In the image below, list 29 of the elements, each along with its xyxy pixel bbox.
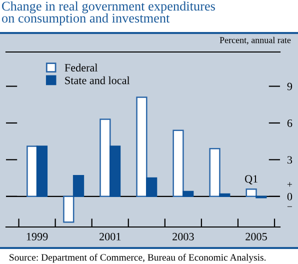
source-note: Source: Department of Commerce, Bureau of Economic Analysis. xyxy=(10,254,266,263)
x-tick-label: 2001 xyxy=(99,232,121,240)
bar xyxy=(100,118,111,198)
legend-label: State and local xyxy=(65,76,130,84)
y-tick-label: 0 xyxy=(287,192,292,200)
x-tick-label: 1999 xyxy=(26,232,48,240)
x-tick-label: 2005 xyxy=(246,232,267,240)
bar xyxy=(63,196,74,223)
bar xyxy=(219,193,230,198)
bar xyxy=(182,190,194,198)
bar xyxy=(209,148,220,198)
bar xyxy=(136,96,148,198)
x-tick-label: 2003 xyxy=(172,232,194,240)
bar xyxy=(246,188,257,198)
bar xyxy=(146,177,158,198)
chart-title: Change in real government expenditures on consumption and investment xyxy=(2,1,215,26)
y-axis-title: Percent, annual rate xyxy=(220,36,291,44)
bar xyxy=(26,146,38,198)
bar xyxy=(109,146,121,198)
y-tick-label: 9 xyxy=(287,82,292,90)
annotation: Q1 xyxy=(244,175,258,184)
legend-label: Federal xyxy=(64,64,98,72)
text: + xyxy=(287,182,292,187)
bar xyxy=(172,130,184,198)
y-tick-label: 3 xyxy=(287,156,292,164)
y-tick-label: 6 xyxy=(287,119,292,127)
bar xyxy=(72,174,84,198)
text: − xyxy=(287,206,292,207)
bar xyxy=(36,146,48,198)
